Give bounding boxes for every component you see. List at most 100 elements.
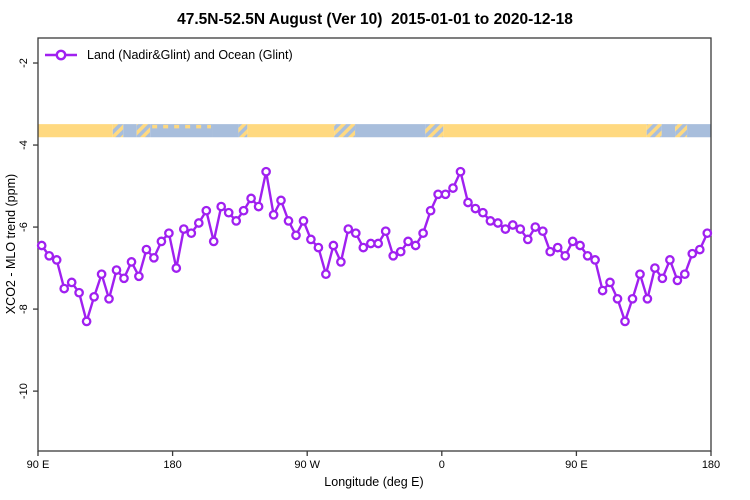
band-segment-mixed (238, 124, 248, 138)
data-point-marker (291, 230, 301, 241)
band-segment-ocean (355, 124, 426, 138)
data-point-marker (171, 263, 182, 273)
legend-label: Land (Nadir&Glint) and Ocean (Glint) (87, 48, 293, 62)
data-point-marker (455, 166, 466, 177)
data-point-marker (440, 189, 451, 200)
data-point-marker (358, 242, 369, 253)
data-point-marker (702, 228, 713, 239)
chart-title: 47.5N-52.5N August (Ver 10) 2015-01-01 t… (177, 11, 573, 28)
data-point-marker (448, 183, 458, 193)
data-point-marker (642, 293, 653, 304)
data-point-marker (283, 216, 294, 226)
x-tick-label: 0 (439, 459, 445, 471)
data-point-marker (403, 236, 413, 247)
data-point-marker (276, 195, 286, 206)
data-point-marker (156, 236, 167, 247)
data-point-marker (485, 216, 496, 226)
data-point-marker (193, 218, 204, 228)
data-point-marker (313, 242, 324, 253)
band-segment-ocean (687, 124, 711, 138)
band-segment-ocean (212, 124, 239, 138)
data-point-marker (119, 273, 129, 284)
data-point-marker (380, 226, 391, 237)
x-tick-label: 90 E (565, 459, 588, 471)
data-point-marker (81, 316, 92, 327)
legend: Land (Nadir&Glint) and Ocean (Glint) (44, 47, 293, 63)
band-segment-mixed (646, 124, 662, 138)
data-point-marker (597, 285, 608, 296)
data-point-marker (149, 252, 159, 263)
data-point-marker (373, 238, 384, 249)
data-point-marker (74, 287, 84, 298)
data-point-marker (321, 269, 331, 280)
band-segment-mixed (425, 124, 444, 138)
data-point-marker (141, 244, 152, 255)
y-tick-label: -10 (18, 383, 30, 399)
data-point-marker (208, 236, 219, 247)
data-point-marker (164, 228, 174, 239)
data-point-marker (657, 273, 668, 284)
data-point-marker (605, 277, 615, 288)
data-point-marker (350, 228, 361, 239)
data-point-marker (410, 240, 421, 251)
data-point-marker (635, 269, 645, 280)
data-point-marker (186, 228, 197, 239)
data-point-marker (463, 197, 473, 208)
band-segment-mixed (112, 124, 124, 138)
data-point-marker (679, 269, 690, 280)
data-point-marker (246, 193, 256, 204)
x-tick-label: 180 (163, 459, 181, 471)
data-point-marker (51, 255, 62, 265)
data-point-marker (268, 209, 279, 220)
data-point-marker (567, 236, 578, 247)
band-segment-ocean (661, 124, 676, 138)
data-point-marker (44, 250, 55, 261)
data-point-marker (537, 226, 548, 237)
data-point-marker (111, 265, 122, 275)
y-axis-title: XCO2 - MLO trend (ppm) (4, 173, 18, 315)
data-point-marker (545, 246, 556, 257)
data-point-marker (530, 222, 541, 232)
data-point-marker (298, 216, 309, 226)
data-point-marker (178, 224, 189, 234)
y-tick-label: -6 (18, 222, 30, 232)
x-tick-label: 90 W (294, 459, 320, 471)
data-point-marker (478, 207, 488, 218)
data-point-marker (388, 250, 399, 261)
data-point-marker (96, 269, 107, 280)
data-point-marker (470, 203, 481, 214)
band-segment-land (247, 124, 335, 138)
data-point-marker (582, 250, 593, 261)
data-point-marker (575, 240, 585, 251)
y-tick-label: -4 (18, 140, 30, 150)
band-segment-ocean_islands (150, 124, 213, 138)
data-point-marker (493, 218, 503, 228)
data-point-marker (238, 205, 249, 216)
band-segment-mixed (334, 124, 356, 138)
band-segment-ocean (123, 124, 137, 138)
data-point-marker (425, 205, 436, 216)
data-point-marker (627, 293, 638, 304)
data-point-marker (89, 291, 99, 302)
data-point-marker (650, 263, 660, 273)
data-point-marker (672, 275, 683, 286)
data-point-marker (223, 207, 234, 218)
data-point-marker (343, 224, 354, 234)
data-point-marker (104, 293, 114, 304)
data-point-marker (418, 228, 428, 239)
data-point-marker (216, 201, 227, 212)
data-point-marker (253, 201, 264, 212)
data-point-marker (328, 240, 339, 251)
data-point-marker (500, 224, 511, 234)
legend-marker-icon (45, 49, 77, 61)
data-point-marker (620, 316, 630, 327)
data-point-marker (201, 205, 212, 216)
x-tick-label: 180 (702, 459, 720, 471)
data-point-marker (560, 250, 571, 261)
data-point-marker (336, 257, 346, 267)
band-segment-mixed (675, 124, 688, 138)
band-segment-mixed (136, 124, 151, 138)
data-point-marker (552, 242, 563, 253)
data-point-marker (395, 246, 406, 257)
data-point-marker (231, 216, 242, 226)
